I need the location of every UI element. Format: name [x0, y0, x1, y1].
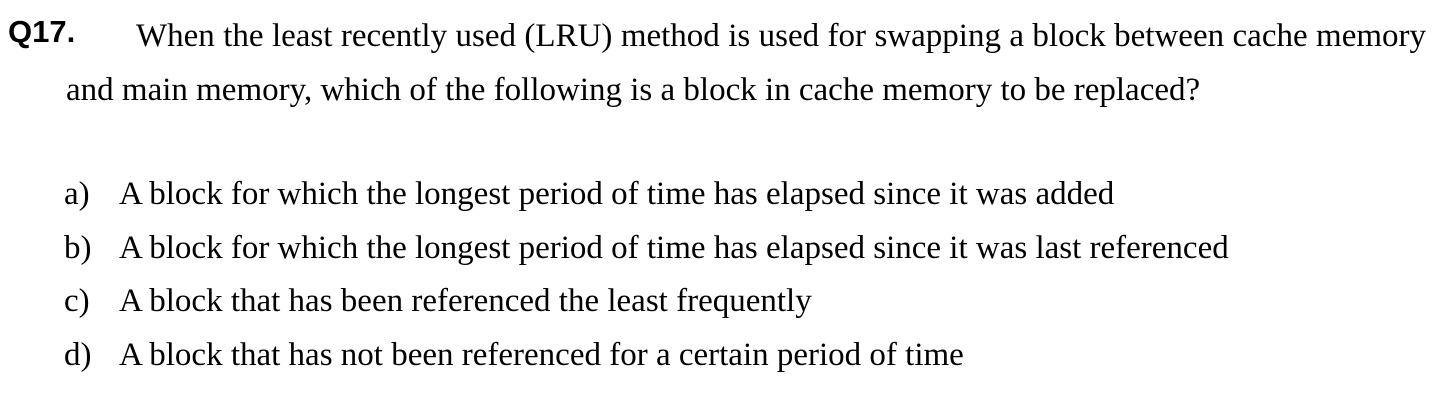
option-b: b) A block for which the longest period … [64, 222, 1229, 276]
option-a: a) A block for which the longest period … [64, 168, 1229, 222]
option-text: A block that has been referenced the lea… [119, 283, 812, 319]
option-d: d) A block that has not been referenced … [64, 329, 1229, 383]
question-number: Q17. [8, 14, 76, 49]
option-text: A block that has not been referenced for… [119, 336, 964, 373]
option-letter: d) [64, 336, 92, 373]
option-letter: c) [64, 283, 90, 319]
question-stem: When the least recently used (LRU) metho… [66, 18, 1426, 108]
option-letter: a) [64, 176, 90, 212]
option-text: A block for which the longest period of … [119, 229, 1229, 266]
answer-options: a) A block for which the longest period … [64, 168, 1229, 382]
option-letter: b) [64, 229, 92, 266]
option-c: c) A block that has been referenced the … [64, 275, 1229, 329]
option-text: A block for which the longest period of … [119, 176, 1115, 212]
